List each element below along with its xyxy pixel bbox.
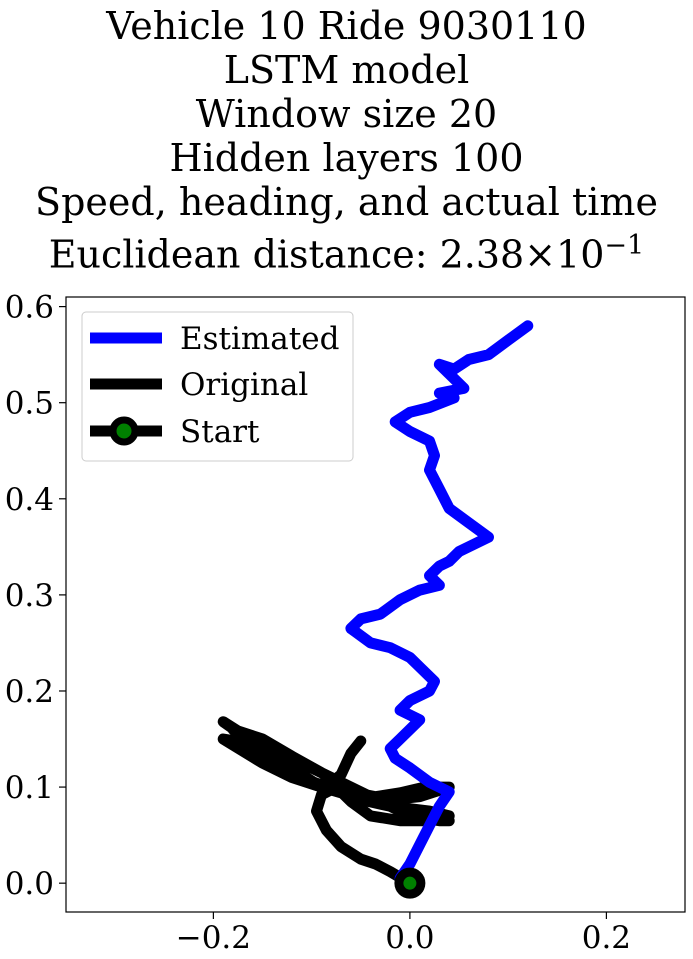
plot-frame xyxy=(65,296,686,913)
y-tick-label: 0.6 xyxy=(5,290,54,326)
legend-label-estimated: Estimated xyxy=(180,321,339,357)
title-line: Speed, heading, and actual time xyxy=(35,180,658,224)
title-metric-times: ×10 xyxy=(524,232,605,277)
title-metric-line: Euclidean distance: 2.38×10−1 xyxy=(0,224,693,277)
title-metric-exponent: −1 xyxy=(604,230,645,261)
y-tick-label: 0.0 xyxy=(5,866,54,902)
axis-layer: −0.2 0.0 0.2 0.0 0.1 0.2 0.3 0.4 0.5 0.6 xyxy=(5,290,631,956)
legend-swatch-start-marker xyxy=(109,416,139,446)
x-tick-label: −0.2 xyxy=(176,920,251,956)
y-tick-label: 0.1 xyxy=(5,770,54,806)
series-layer xyxy=(217,320,534,899)
legend: Estimated Original Start xyxy=(81,311,354,462)
y-tick-label: 0.4 xyxy=(5,482,54,518)
title-line: Window size 20 xyxy=(195,92,498,136)
title-line: Hidden layers 100 xyxy=(169,136,524,180)
y-tick-label: 0.2 xyxy=(5,674,54,710)
series-line-estimated xyxy=(345,320,534,884)
x-tick-label: 0.2 xyxy=(582,920,631,956)
x-tick-label: 0.0 xyxy=(385,920,434,956)
y-tick-label: 0.3 xyxy=(5,578,54,614)
start-marker xyxy=(394,867,426,899)
legend-label-start: Start xyxy=(180,414,260,450)
series-line-original xyxy=(217,716,455,889)
title-metric-mantissa: 2.38 xyxy=(439,232,525,277)
legend-frame xyxy=(81,311,354,462)
legend-label-original: Original xyxy=(180,367,308,403)
title-line: Vehicle 10 Ride 9030110 xyxy=(106,4,587,48)
title-line: LSTM model xyxy=(223,48,470,92)
title-metric-label: Euclidean distance: xyxy=(48,232,440,277)
chart-title: Vehicle 10 Ride 9030110 LSTM model Windo… xyxy=(0,4,693,277)
y-tick-label: 0.5 xyxy=(5,386,54,422)
